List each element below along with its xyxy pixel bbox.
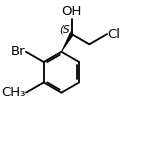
Polygon shape (61, 33, 73, 52)
Text: Br: Br (11, 45, 25, 58)
Text: CH₃: CH₃ (1, 86, 25, 99)
Text: (S): (S) (60, 24, 74, 34)
Text: Cl: Cl (108, 28, 121, 41)
Text: OH: OH (61, 5, 82, 18)
